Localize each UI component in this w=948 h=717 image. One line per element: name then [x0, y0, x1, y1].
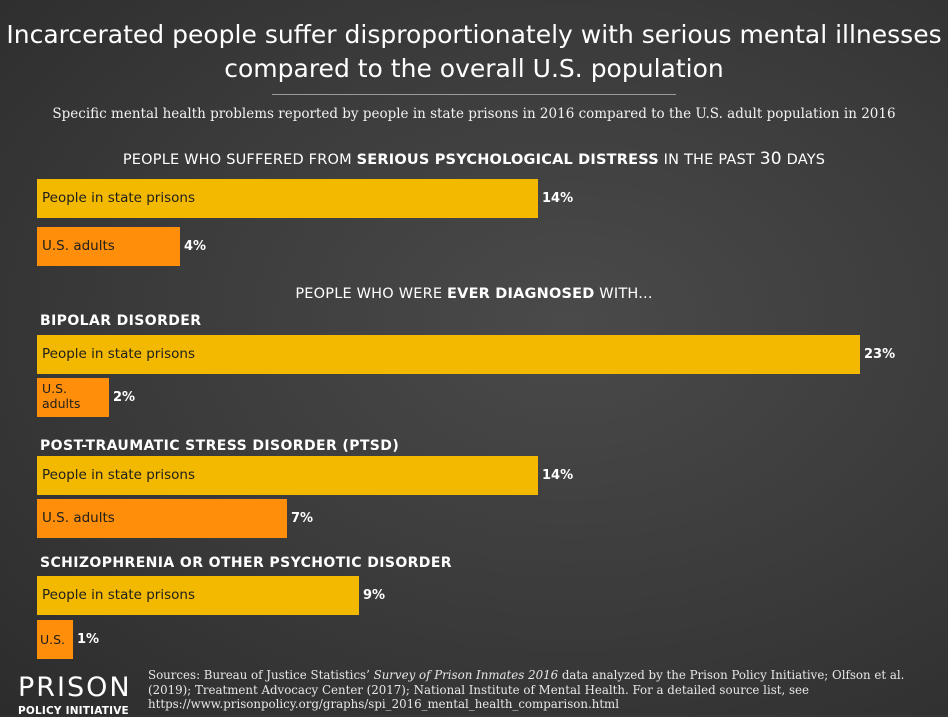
sources-note: Sources: Bureau of Justice Statistics’ S… — [148, 668, 905, 711]
bar-bipolar-adults: U.S. adults — [37, 378, 109, 417]
value-label-distress-prison: 14% — [542, 191, 574, 206]
value-label-distress-adults: 4% — [184, 239, 207, 254]
section-heading-diagnosed: PEOPLE WHO WERE EVER DIAGNOSED WITH... — [295, 286, 653, 302]
bar-label-ptsd-adults: U.S. adults — [42, 510, 115, 526]
bar-distress-prison: People in state prisons — [37, 179, 538, 218]
bar-ptsd-adults: U.S. adults — [37, 499, 287, 538]
section-heading-distress: PEOPLE WHO SUFFERED FROM SERIOUS PSYCHOL… — [122, 149, 826, 169]
value-label-ptsd-prison: 14% — [542, 468, 574, 483]
bar-label-distress-prison: People in state prisons — [42, 190, 195, 206]
bar-label-schizo-adults: U.S. — [40, 632, 66, 647]
title-divider — [272, 94, 676, 95]
logo-wordmark: PRISON — [18, 672, 132, 703]
bar-label-schizo-prison: People in state prisons — [42, 587, 195, 603]
bar-ptsd-prison: People in state prisons — [37, 456, 538, 495]
group-label-schizo: SCHIZOPHRENIA OR OTHER PSYCHOTIC DISORDE… — [40, 555, 452, 571]
bar-schizo-prison: People in state prisons — [37, 576, 359, 615]
value-label-schizo-prison: 9% — [363, 588, 386, 603]
logo-subtitle: POLICY INITIATIVE — [18, 705, 129, 717]
bar-bipolar-prison: People in state prisons — [37, 335, 860, 374]
bar-label-ptsd-prison: People in state prisons — [42, 467, 195, 483]
chart-title: Incarcerated people suffer disproportion… — [0, 18, 948, 86]
group-label-bipolar: BIPOLAR DISORDER — [40, 313, 202, 329]
group-label-ptsd: POST-TRAUMATIC STRESS DISORDER (PTSD) — [40, 438, 400, 454]
value-label-schizo-adults: 1% — [77, 632, 100, 647]
value-label-bipolar-prison: 23% — [864, 347, 896, 362]
bar-schizo-adults: U.S. — [37, 620, 73, 659]
title-line-1: Incarcerated people suffer disproportion… — [6, 20, 942, 49]
bar-label-bipolar-adults: U.S. adults — [42, 381, 81, 411]
bar-label-bipolar-prison: People in state prisons — [42, 346, 195, 362]
title-line-2: compared to the overall U.S. population — [224, 54, 724, 83]
value-label-bipolar-adults: 2% — [113, 390, 136, 405]
value-label-ptsd-adults: 7% — [291, 511, 314, 526]
chart-subtitle: Specific mental health problems reported… — [52, 106, 896, 122]
bar-distress-adults: U.S. adults — [37, 227, 180, 266]
bar-label-distress-adults: U.S. adults — [42, 238, 115, 254]
